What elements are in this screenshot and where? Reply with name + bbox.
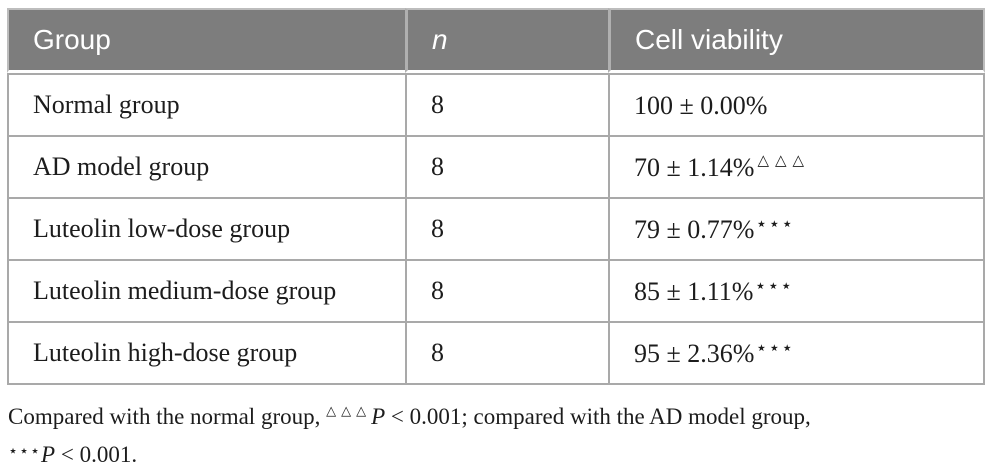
cell-n: 8 — [405, 261, 608, 323]
cell-group: Normal group — [7, 73, 405, 137]
star-significance-marker: ⋆⋆⋆ — [755, 337, 795, 359]
star-significance-marker: ⋆⋆⋆ — [8, 441, 42, 460]
header-row: Group n Cell viability — [7, 8, 985, 73]
cell-n: 8 — [405, 73, 608, 137]
column-header-cell-viability: Cell viability — [608, 8, 985, 73]
viability-value: 100 ± 0.00% — [634, 91, 768, 120]
cell-group: Luteolin low-dose group — [7, 199, 405, 261]
footnote-line-2: ⋆⋆⋆P < 0.001. — [8, 434, 985, 472]
triangle-significance-marker: △△△ — [326, 404, 372, 419]
footnote-line-1: Compared with the normal group, △△△P < 0… — [8, 395, 985, 434]
cell-group: AD model group — [7, 137, 405, 199]
triangle-significance-marker: △△△ — [757, 151, 811, 169]
cell-n: 8 — [405, 137, 608, 199]
cell-viability: 100 ± 0.00% — [608, 73, 985, 137]
star-significance-marker: ⋆⋆⋆ — [755, 213, 795, 235]
viability-value: 79 ± 0.77% — [634, 215, 755, 244]
cell-group: Luteolin medium-dose group — [7, 261, 405, 323]
footnote-text: < 0.001. — [55, 442, 138, 467]
table-row: Luteolin low-dose group 8 79 ± 0.77%⋆⋆⋆ — [7, 199, 985, 261]
table-row: Luteolin medium-dose group 8 85 ± 1.11%⋆… — [7, 261, 985, 323]
cell-viability: 85 ± 1.11%⋆⋆⋆ — [608, 261, 985, 323]
table-header: Group n Cell viability — [7, 8, 985, 73]
cell-viability: 70 ± 1.14% △△△ — [608, 137, 985, 199]
table-body: Normal group 8 100 ± 0.00% AD model grou… — [7, 73, 985, 385]
cell-viability: 95 ± 2.36%⋆⋆⋆ — [608, 323, 985, 385]
viability-value: 95 ± 2.36% — [634, 339, 755, 368]
viability-value: 85 ± 1.11% — [634, 277, 754, 306]
footnote-text: Compared with the normal group, — [8, 404, 327, 429]
table-row: AD model group 8 70 ± 1.14% △△△ — [7, 137, 985, 199]
column-header-n: n — [405, 8, 608, 73]
viability-value: 70 ± 1.14% — [634, 153, 755, 182]
p-symbol: P — [371, 404, 386, 429]
p-symbol: P — [41, 442, 56, 467]
footnote-text: < 0.001; compared with the AD model grou… — [385, 404, 811, 429]
cell-group: Luteolin high-dose group — [7, 323, 405, 385]
cell-viability: 79 ± 0.77%⋆⋆⋆ — [608, 199, 985, 261]
cell-n: 8 — [405, 323, 608, 385]
table-row: Luteolin high-dose group 8 95 ± 2.36%⋆⋆⋆ — [7, 323, 985, 385]
footnote: Compared with the normal group, △△△P < 0… — [8, 395, 985, 472]
cell-n: 8 — [405, 199, 608, 261]
cell-viability-table: Group n Cell viability Normal group 8 10… — [7, 8, 985, 385]
table-row: Normal group 8 100 ± 0.00% — [7, 73, 985, 137]
star-significance-marker: ⋆⋆⋆ — [754, 275, 794, 297]
column-header-group: Group — [7, 8, 405, 73]
